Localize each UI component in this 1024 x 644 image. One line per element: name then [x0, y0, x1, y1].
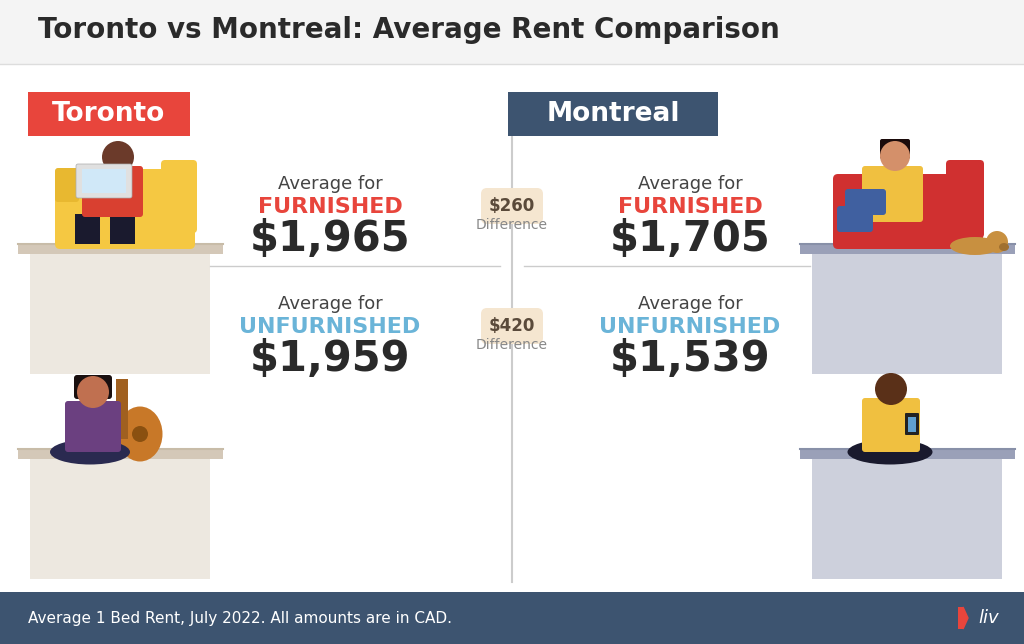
- Circle shape: [874, 373, 907, 405]
- FancyBboxPatch shape: [812, 459, 1002, 579]
- Circle shape: [77, 376, 109, 408]
- FancyBboxPatch shape: [28, 92, 190, 136]
- Text: $260: $260: [488, 197, 536, 215]
- Text: Difference: Difference: [476, 218, 548, 232]
- Text: $1,959: $1,959: [250, 338, 411, 380]
- FancyBboxPatch shape: [110, 214, 135, 244]
- FancyBboxPatch shape: [800, 449, 1015, 459]
- Text: Average for: Average for: [638, 295, 742, 313]
- FancyBboxPatch shape: [82, 166, 143, 217]
- FancyBboxPatch shape: [116, 379, 128, 439]
- Text: FURNISHED: FURNISHED: [617, 197, 763, 217]
- FancyBboxPatch shape: [82, 169, 126, 193]
- Text: Difference: Difference: [476, 338, 548, 352]
- FancyBboxPatch shape: [0, 0, 1024, 64]
- FancyBboxPatch shape: [958, 607, 963, 629]
- FancyBboxPatch shape: [880, 139, 910, 159]
- FancyBboxPatch shape: [908, 417, 916, 432]
- FancyBboxPatch shape: [946, 160, 984, 238]
- FancyBboxPatch shape: [55, 168, 79, 202]
- Text: Average for: Average for: [278, 295, 382, 313]
- FancyBboxPatch shape: [833, 174, 983, 249]
- FancyBboxPatch shape: [862, 398, 920, 452]
- Text: Average for: Average for: [278, 175, 382, 193]
- Text: $1,705: $1,705: [609, 218, 770, 260]
- FancyBboxPatch shape: [800, 244, 1015, 254]
- FancyBboxPatch shape: [905, 413, 919, 435]
- FancyBboxPatch shape: [845, 189, 886, 215]
- FancyBboxPatch shape: [161, 160, 197, 233]
- FancyBboxPatch shape: [0, 64, 1024, 592]
- Circle shape: [102, 141, 134, 173]
- FancyBboxPatch shape: [0, 592, 1024, 644]
- FancyBboxPatch shape: [30, 459, 210, 579]
- Text: UNFURNISHED: UNFURNISHED: [599, 317, 780, 337]
- Text: $420: $420: [488, 317, 536, 335]
- Text: Toronto: Toronto: [52, 101, 166, 127]
- FancyBboxPatch shape: [508, 92, 718, 136]
- FancyBboxPatch shape: [18, 244, 223, 254]
- FancyBboxPatch shape: [65, 401, 121, 452]
- Polygon shape: [963, 607, 968, 629]
- FancyBboxPatch shape: [481, 188, 543, 224]
- FancyBboxPatch shape: [74, 375, 112, 399]
- FancyBboxPatch shape: [76, 164, 132, 198]
- Text: $1,539: $1,539: [609, 338, 770, 380]
- Text: UNFURNISHED: UNFURNISHED: [240, 317, 421, 337]
- Ellipse shape: [50, 439, 130, 464]
- Ellipse shape: [950, 237, 1000, 255]
- FancyBboxPatch shape: [481, 308, 543, 344]
- FancyBboxPatch shape: [837, 206, 873, 232]
- FancyBboxPatch shape: [30, 254, 210, 374]
- Ellipse shape: [999, 243, 1009, 251]
- Circle shape: [880, 141, 910, 171]
- Text: liv: liv: [978, 609, 998, 627]
- Text: Toronto vs Montreal: Average Rent Comparison: Toronto vs Montreal: Average Rent Compar…: [38, 16, 779, 44]
- Text: Average 1 Bed Rent, July 2022. All amounts are in CAD.: Average 1 Bed Rent, July 2022. All amoun…: [28, 611, 452, 625]
- FancyBboxPatch shape: [862, 166, 923, 222]
- Ellipse shape: [118, 406, 163, 462]
- FancyBboxPatch shape: [55, 169, 195, 249]
- Text: Montreal: Montreal: [546, 101, 680, 127]
- FancyBboxPatch shape: [75, 214, 100, 244]
- Text: $1,965: $1,965: [250, 218, 411, 260]
- Circle shape: [986, 231, 1008, 253]
- Text: Average for: Average for: [638, 175, 742, 193]
- FancyBboxPatch shape: [18, 449, 223, 459]
- Text: FURNISHED: FURNISHED: [258, 197, 402, 217]
- FancyBboxPatch shape: [812, 254, 1002, 374]
- Circle shape: [132, 426, 148, 442]
- Ellipse shape: [848, 439, 933, 464]
